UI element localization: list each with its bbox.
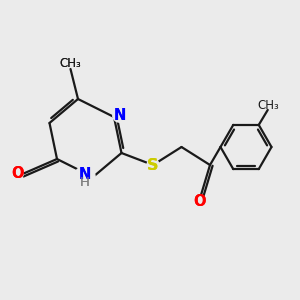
Text: CH₃: CH₃ xyxy=(60,57,81,70)
Text: CH₃: CH₃ xyxy=(257,99,279,112)
Text: O: O xyxy=(193,194,206,209)
Text: N: N xyxy=(113,108,126,123)
Circle shape xyxy=(11,168,23,180)
Text: CH₃: CH₃ xyxy=(60,57,81,70)
Text: H: H xyxy=(80,176,89,189)
Text: O: O xyxy=(11,167,23,182)
Text: N: N xyxy=(78,167,91,182)
Text: O: O xyxy=(193,194,206,209)
Text: N: N xyxy=(78,167,91,182)
Circle shape xyxy=(113,109,126,122)
Text: H: H xyxy=(80,176,89,189)
Text: O: O xyxy=(11,167,23,182)
Circle shape xyxy=(147,159,159,171)
Circle shape xyxy=(194,196,206,208)
Circle shape xyxy=(74,167,95,188)
Text: N: N xyxy=(113,108,126,123)
Text: S: S xyxy=(147,158,159,173)
Text: S: S xyxy=(147,158,159,173)
